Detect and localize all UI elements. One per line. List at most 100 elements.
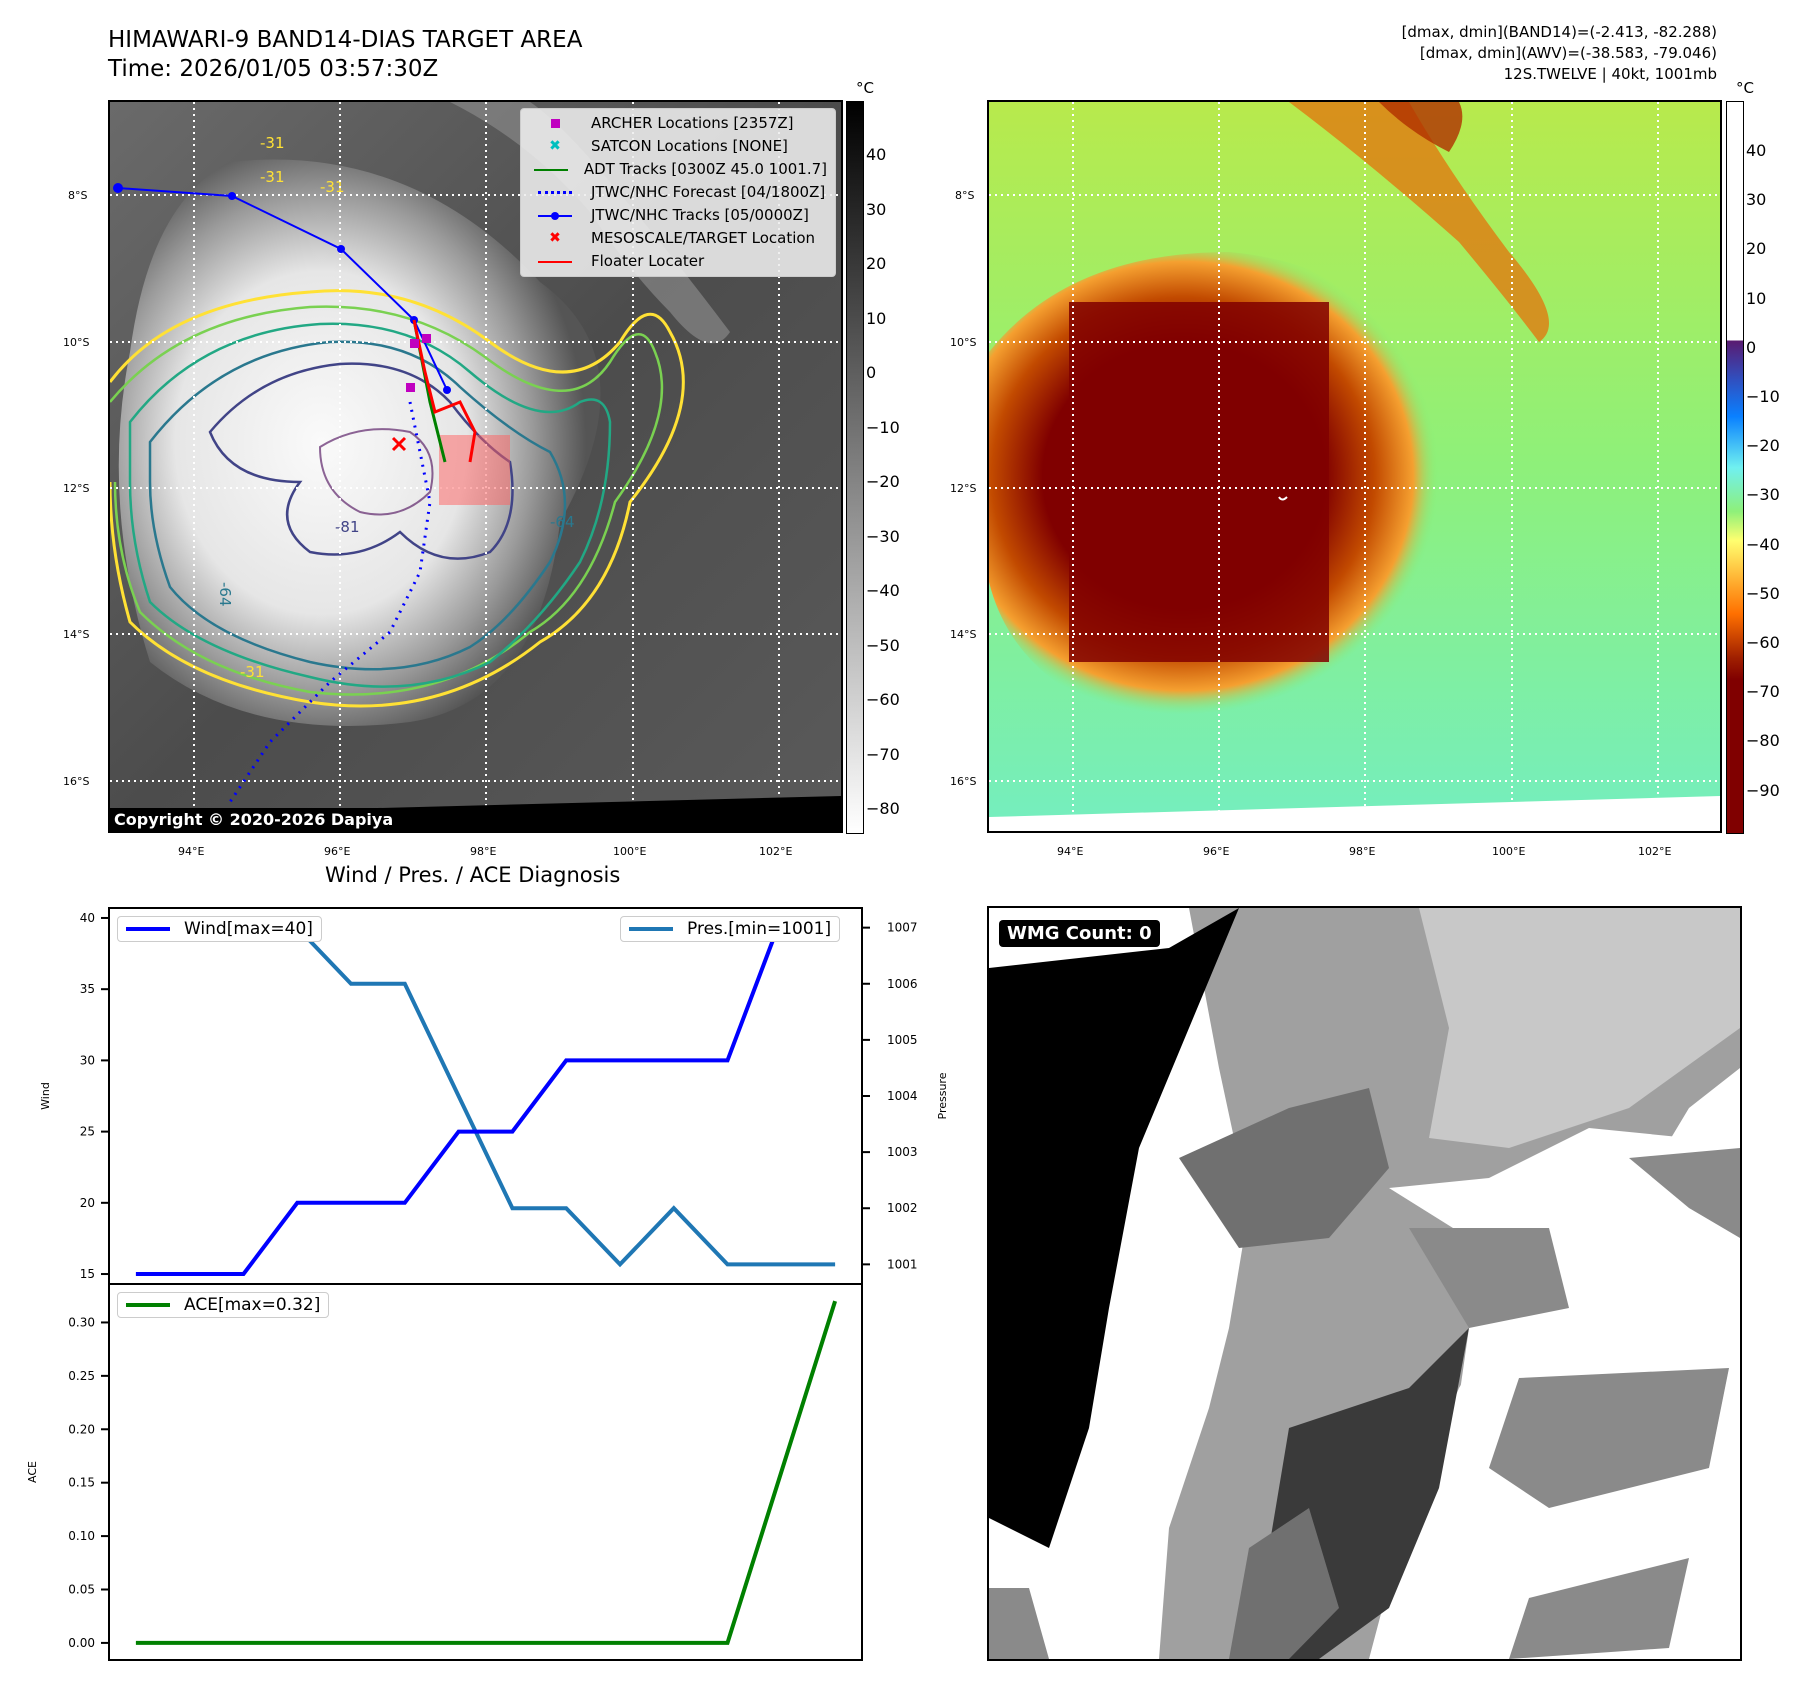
colorbar-tick-label: 10 <box>866 308 887 328</box>
legend-satcon: ✖ SATCON Locations [NONE] <box>529 135 827 158</box>
contour-minus44 <box>110 305 664 696</box>
colorbar-tick-label: −10 <box>866 417 900 437</box>
legend-adt: ADT Tracks [0300Z 45.0 1001.7] <box>529 158 827 181</box>
map-legend: ARCHER Locations [2357Z] ✖ SATCON Locati… <box>520 108 836 277</box>
ace-tick-label: 0.00 <box>68 1636 95 1650</box>
cloud-mass <box>118 159 601 726</box>
ace-tick-label: 0.10 <box>68 1529 95 1543</box>
legend-label: ADT Tracks [0300Z 45.0 1001.7] <box>583 160 827 178</box>
lon-tick: 100°E <box>1492 845 1526 858</box>
colorbar-tick-label: −60 <box>1746 633 1780 652</box>
contour-label: -31 <box>260 134 285 152</box>
ace-axis-label: ACE <box>26 1461 39 1483</box>
colorbar-tick-label: −60 <box>866 690 900 709</box>
wind-tick-label: 35 <box>80 982 95 996</box>
colorbar-tick-label: −90 <box>1746 780 1780 800</box>
ace-tick-label: 0.30 <box>68 1315 95 1329</box>
colorbar-tick-label: 20 <box>866 254 887 273</box>
pressure-tick-label: 1003 <box>887 1145 918 1159</box>
pressure-line-icon <box>629 927 673 931</box>
lon-tick: 96°E <box>1203 845 1230 858</box>
lon-tick: 94°E <box>1057 845 1084 858</box>
pressure-axis-label: Pressure <box>936 1072 949 1119</box>
colorbar-unit: °C <box>1736 79 1754 97</box>
ir-colorbar <box>846 101 864 834</box>
info-awv-range: [dmax, dmin](AWV)=(-38.583, -79.046) <box>1419 44 1717 62</box>
archer-locations <box>406 334 431 392</box>
awv-colorbar <box>1726 101 1744 834</box>
lat-tick: 8°S <box>955 189 975 202</box>
lat-tick: 16°S <box>63 775 90 788</box>
colorbar-tick-label: −50 <box>1746 583 1780 603</box>
colorbar-tick-label: −70 <box>866 744 900 764</box>
chart-title: HIMAWARI-9 BAND14-DIAS TARGET AREA <box>108 27 583 53</box>
floater-locater <box>412 319 477 463</box>
pressure-tick-label: 1007 <box>887 921 918 935</box>
ace-axes <box>108 1283 863 1661</box>
colorbar-tick-label: 40 <box>1746 141 1767 160</box>
wind-tick-label: 25 <box>80 1125 95 1139</box>
colorbar-tick-label: −70 <box>1746 682 1780 702</box>
ace-line-icon <box>126 1303 170 1307</box>
colorbar-tick-label: −80 <box>1746 731 1780 751</box>
lon-tick: 102°E <box>759 845 793 858</box>
lat-tick: 8°S <box>68 189 88 202</box>
colorbar-tick-label: 0 <box>866 363 877 382</box>
colorbar-tick-label: −80 <box>866 799 900 818</box>
wmg-panel: WMG Count: 0 <box>987 906 1742 1661</box>
contour-label: -31 <box>260 168 285 186</box>
lat-tick: 10°S <box>950 336 977 349</box>
colorbar-tick-label: 20 <box>1746 239 1767 259</box>
colorbar-tick-label: 0 <box>1746 337 1757 357</box>
wind-tick-label: 15 <box>80 1267 95 1281</box>
legend-label: Floater Locater <box>591 252 705 270</box>
wind-line <box>135 916 836 1276</box>
diagnosis-chart: 15 20 25 30 35 40 1001 1002 1003 1004 1005 1006 100… <box>26 907 949 1661</box>
colorbar-tick-label: −50 <box>866 635 900 655</box>
colorbar-tick-label: −30 <box>1746 485 1780 505</box>
lat-tick: 10°S <box>63 336 90 349</box>
contour-label: -64 <box>216 582 234 607</box>
colorbar-tick-label: −40 <box>866 581 900 600</box>
wind-axis-label: Wind <box>39 1082 52 1110</box>
square-marker-icon <box>529 115 581 133</box>
wind-tick-label: 40 <box>80 911 95 925</box>
lon-tick: 94°E <box>178 845 205 858</box>
floater-box <box>439 435 510 505</box>
dotted-line-icon <box>529 184 581 202</box>
pressure-tick-label: 1004 <box>887 1089 918 1103</box>
colorbar-tick-label: 30 <box>1746 190 1767 210</box>
info-storm: 12S.TWELVE | 40kt, 1001mb <box>1503 65 1717 83</box>
lon-tick: 98°E <box>1349 845 1376 858</box>
legend-jtwc-tracks: JTWC/NHC Tracks [05/0000Z] <box>529 204 827 227</box>
ir-map-panel: -31 -31 -31 -64 -81 -64 -31 <box>108 100 843 833</box>
ace-legend: ACE[max=0.32] <box>117 1292 330 1318</box>
awv-map-panel <box>987 100 1722 833</box>
legend-label: ARCHER Locations [2357Z] <box>591 114 794 132</box>
ace-tick-label: 0.05 <box>68 1583 95 1597</box>
legend-label: Pres.[min=1001] <box>687 919 832 939</box>
colorbar-tick-label: −40 <box>1746 534 1780 554</box>
legend-label: MESOSCALE/TARGET Location <box>591 229 816 247</box>
contour-label: -64 <box>550 513 575 531</box>
diagnosis-title: Wind / Pres. / ACE Diagnosis <box>325 863 621 887</box>
wind-legend: Wind[max=40] <box>117 916 322 942</box>
copyright-label: Copyright © 2020-2026 Dapiya <box>110 808 398 831</box>
pressure-legend: Pres.[min=1001] <box>620 916 841 942</box>
contour-label: -31 <box>320 178 345 196</box>
colorbar-tick-label: 40 <box>866 145 887 164</box>
lon-tick: 102°E <box>1638 845 1672 858</box>
awv-map-image <box>989 102 1720 831</box>
info-band14-range: [dmax, dmin](BAND14)=(-2.413, -82.288) <box>1401 23 1717 41</box>
wind-pres-axes <box>108 907 863 1285</box>
colorbar-tick-label: −10 <box>1746 387 1780 406</box>
pressure-tick-label: 1006 <box>887 977 918 991</box>
colorbar-tick-label: −20 <box>1746 436 1780 456</box>
ace-tick-label: 0.15 <box>68 1476 95 1490</box>
wind-tick-label: 20 <box>80 1196 95 1210</box>
lat-tick: 12°S <box>63 482 90 495</box>
legend-archer: ARCHER Locations [2357Z] <box>529 112 827 135</box>
lat-tick: 16°S <box>950 775 977 788</box>
legend-label: JTWC/NHC Tracks [05/0000Z] <box>591 206 809 224</box>
contour-minus56 <box>128 322 612 688</box>
